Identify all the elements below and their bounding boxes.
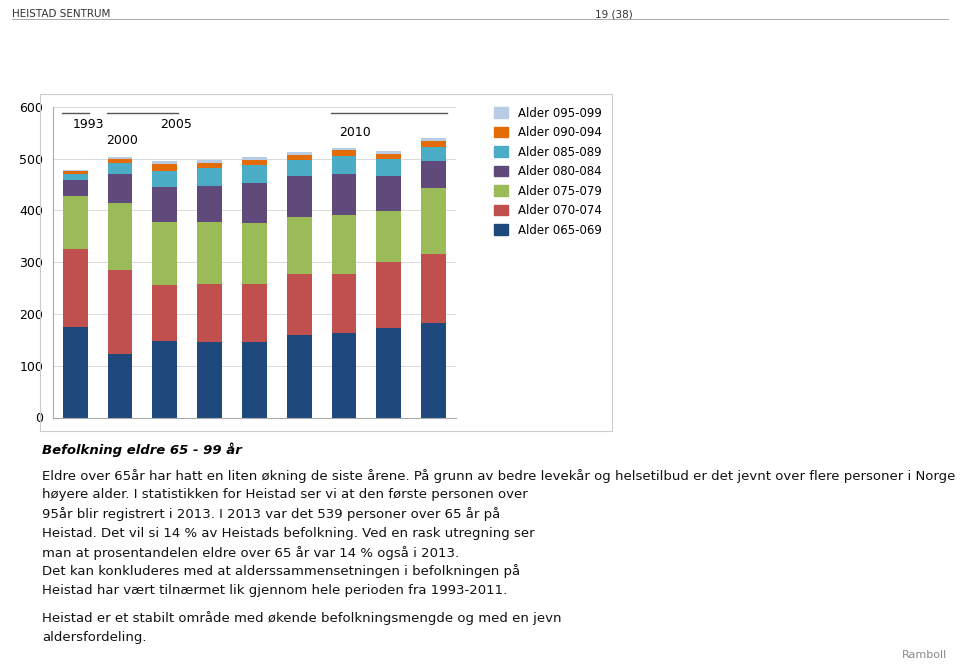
Bar — [153, 164, 177, 171]
Text: Heistad er et stabilt område med økende befolkningsmengde og med en jevn
aldersf: Heistad er et stabilt område med økende … — [42, 611, 562, 644]
Text: 1993: 1993 — [73, 118, 105, 131]
Bar — [108, 163, 132, 174]
Bar — [242, 165, 267, 183]
Text: Det kan konkluderes med at alderssammensetningen i befolkningen på
Heistad har v: Det kan konkluderes med at alderssammens… — [42, 564, 520, 597]
Text: HEISTAD SENTRUM: HEISTAD SENTRUM — [12, 9, 110, 19]
Bar — [62, 249, 87, 327]
Bar — [62, 174, 87, 180]
Bar — [287, 335, 311, 418]
Bar — [197, 343, 222, 418]
Bar — [287, 216, 311, 274]
Bar — [108, 157, 132, 158]
Bar — [376, 262, 401, 329]
Bar — [108, 270, 132, 354]
Bar — [331, 215, 356, 274]
Bar — [242, 285, 267, 343]
Bar — [331, 150, 356, 156]
Bar — [287, 154, 311, 160]
Bar — [197, 160, 222, 163]
Bar — [242, 160, 267, 165]
Bar — [376, 152, 401, 154]
Bar — [287, 152, 311, 154]
Bar — [197, 163, 222, 168]
Bar — [331, 333, 356, 418]
Bar — [376, 159, 401, 176]
Bar — [108, 174, 132, 202]
Bar — [376, 176, 401, 212]
Bar — [62, 171, 87, 174]
Bar — [242, 183, 267, 223]
Bar — [376, 212, 401, 262]
Bar — [287, 176, 311, 216]
Bar — [153, 186, 177, 222]
Text: Eldre over 65år har hatt en liten økning de siste årene. På grunn av bedre levek: Eldre over 65år har hatt en liten økning… — [42, 469, 960, 560]
Bar — [153, 222, 177, 285]
Text: 19 (38): 19 (38) — [595, 9, 633, 19]
Bar — [421, 147, 445, 161]
Bar — [62, 327, 87, 418]
Bar — [62, 180, 87, 196]
Bar — [108, 202, 132, 270]
Bar — [421, 138, 445, 140]
Bar — [376, 329, 401, 418]
Text: Ramboll: Ramboll — [902, 650, 948, 660]
Bar — [242, 157, 267, 160]
Bar — [287, 274, 311, 335]
Bar — [242, 343, 267, 418]
Bar — [421, 323, 445, 418]
Bar — [376, 154, 401, 159]
Text: 2000: 2000 — [107, 134, 138, 147]
Bar — [153, 341, 177, 418]
Bar — [421, 188, 445, 255]
Bar — [62, 196, 87, 249]
Bar — [197, 168, 222, 186]
Bar — [331, 174, 356, 215]
Bar — [153, 161, 177, 164]
Bar — [242, 223, 267, 285]
Bar — [287, 160, 311, 176]
Legend: Alder 095-099, Alder 090-094, Alder 085-089, Alder 080-084, Alder 075-079, Alder: Alder 095-099, Alder 090-094, Alder 085-… — [494, 107, 602, 236]
Bar — [153, 171, 177, 186]
Text: Befolkning eldre 65 - 99 år: Befolkning eldre 65 - 99 år — [42, 442, 242, 457]
Bar — [421, 161, 445, 188]
Bar — [153, 285, 177, 341]
Bar — [421, 140, 445, 147]
Bar — [331, 148, 356, 150]
Bar — [331, 274, 356, 333]
Bar — [108, 354, 132, 418]
Bar — [108, 159, 132, 163]
Text: 2005: 2005 — [160, 118, 192, 131]
Bar — [421, 255, 445, 323]
Bar — [197, 285, 222, 343]
Bar — [197, 186, 222, 222]
Bar — [62, 170, 87, 171]
Text: 2010: 2010 — [340, 126, 372, 139]
Bar — [331, 156, 356, 174]
Bar — [197, 222, 222, 285]
